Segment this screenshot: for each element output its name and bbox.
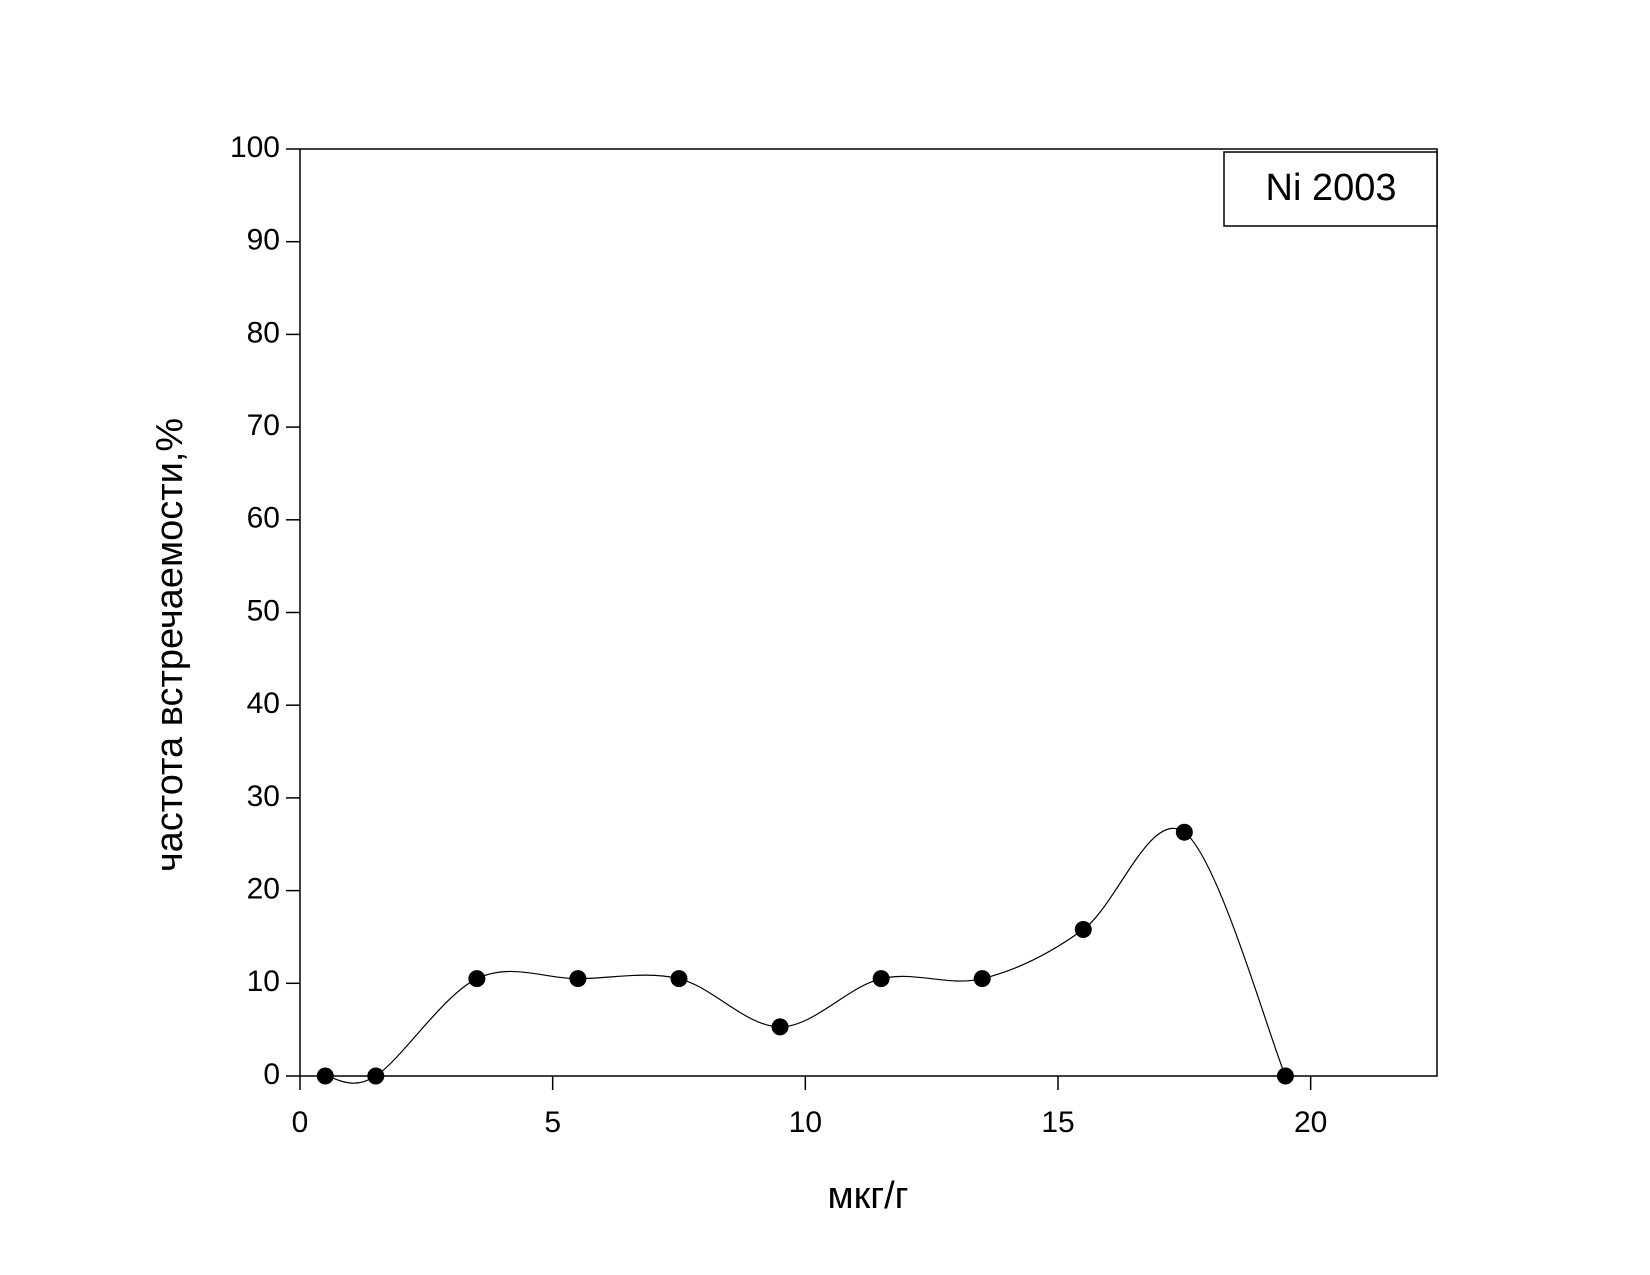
data-point: [771, 1018, 789, 1036]
y-tick-label: 60: [247, 502, 280, 535]
legend-label: Ni 2003: [1266, 167, 1397, 209]
y-tick-label: 0: [263, 1058, 280, 1091]
x-axis-title: мкг/г: [827, 1175, 908, 1217]
series-line: [325, 828, 1286, 1084]
x-tick-label: 5: [544, 1106, 561, 1139]
y-tick-label: 70: [247, 409, 280, 442]
x-tick-label: 0: [292, 1106, 309, 1139]
data-point: [872, 970, 890, 988]
x-tick-label: 15: [1041, 1106, 1074, 1139]
data-point: [367, 1067, 385, 1085]
data-point: [1074, 921, 1092, 939]
x-tick-label: 20: [1294, 1106, 1327, 1139]
x-tick-label: 10: [789, 1106, 822, 1139]
y-tick-label: 20: [247, 873, 280, 906]
data-point: [316, 1067, 334, 1085]
y-tick-label: 50: [247, 594, 280, 627]
y-tick-label: 40: [247, 687, 280, 720]
y-tick-label: 80: [247, 316, 280, 349]
y-axis-title: частота встречаемости,%: [149, 418, 191, 872]
y-tick-label: 100: [230, 131, 280, 164]
data-point: [569, 970, 587, 988]
y-tick-label: 90: [247, 224, 280, 257]
data-point: [468, 970, 486, 988]
data-point: [670, 970, 688, 988]
y-tick-label: 30: [247, 780, 280, 813]
legend-box: [1223, 151, 1438, 227]
plot-frame: [299, 148, 1438, 1077]
data-point: [1175, 823, 1193, 841]
data-point: [973, 970, 991, 988]
y-tick-label: 10: [247, 965, 280, 998]
data-point: [1276, 1067, 1294, 1085]
